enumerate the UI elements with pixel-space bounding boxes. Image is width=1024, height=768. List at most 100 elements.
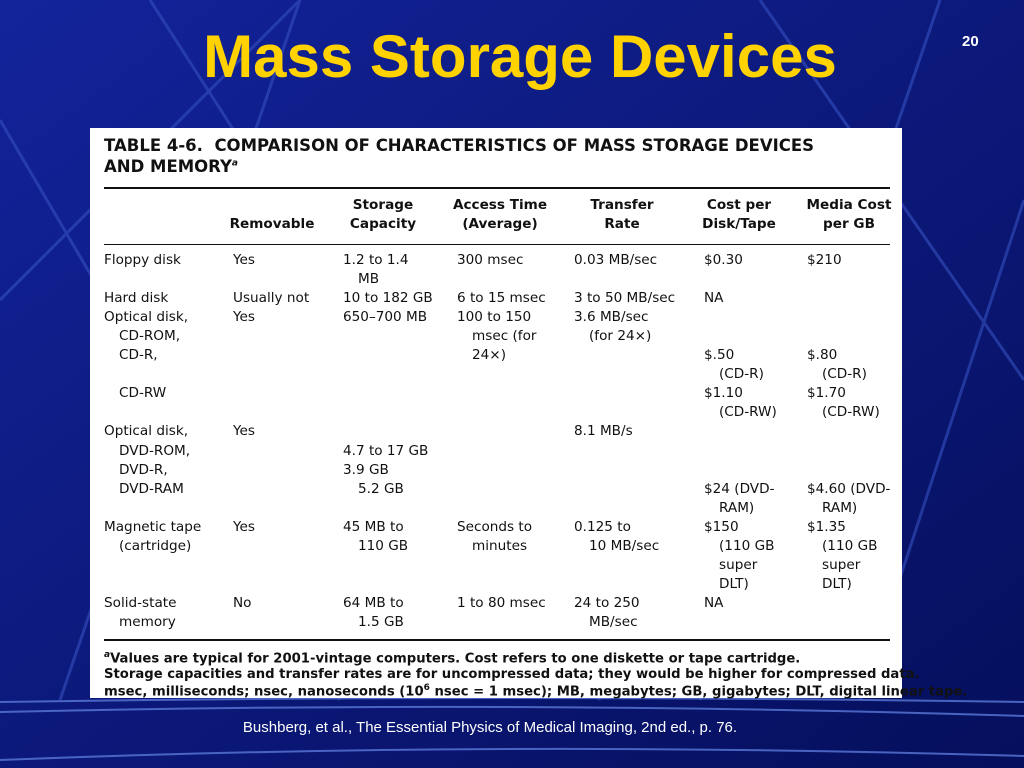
- table-cell: 3.9 GB: [343, 461, 389, 478]
- table-cell: 3 to 50 MB/sec: [574, 290, 676, 307]
- table-cell: Optical disk,: [104, 309, 189, 326]
- table-cell: $0.30: [704, 252, 743, 268]
- header-line: Transfer: [590, 197, 654, 213]
- table-cell: (110 GB: [822, 537, 878, 554]
- column-header: Transfer Rate: [562, 196, 682, 234]
- table-cell: minutes: [472, 537, 528, 554]
- superscript: 6: [423, 683, 430, 693]
- table-cell: $150: [704, 518, 739, 535]
- table-cell: Solid-state: [104, 594, 177, 611]
- table-cell: MB: [358, 271, 380, 288]
- caption-text: COMPARISON OF CHARACTERISTICS OF MASS ST…: [214, 136, 814, 155]
- table-cell: CD-RW: [119, 385, 167, 402]
- table-cell: 5.2 GB: [358, 480, 404, 497]
- table-cell: 45 MB to: [343, 518, 404, 535]
- caption-mark: a: [231, 158, 238, 169]
- table-cell: 24×): [472, 347, 506, 364]
- rule: [104, 187, 890, 189]
- table-cell: DVD-RAM: [119, 480, 184, 497]
- table-cell: $1.70: [807, 385, 846, 402]
- table-cell: (for 24×): [589, 328, 652, 345]
- table-cell: (CD-R): [719, 366, 764, 383]
- table-cell: 0.125 to: [574, 518, 631, 535]
- table-cell: DVD-ROM,: [119, 442, 191, 459]
- table-cell: Yes: [233, 518, 255, 535]
- table-cell: 3.6 MB/sec: [574, 309, 649, 326]
- table-cell: DVD-R,: [119, 461, 168, 478]
- header-line: Cost per: [706, 197, 772, 213]
- table-cell: (cartridge): [119, 537, 192, 554]
- column-header: Media Cost per GB: [789, 196, 909, 234]
- rule: [104, 639, 890, 641]
- column-header: Access Time (Average): [440, 196, 560, 234]
- footnote-text: Storage capacities and transfer rates ar…: [104, 666, 920, 682]
- table-cell: CD-R,: [119, 347, 158, 364]
- table-cell: super: [822, 556, 861, 573]
- column-header: Storage Capacity: [323, 196, 443, 234]
- table-cell: $210: [807, 252, 842, 268]
- slide-number: 20: [962, 33, 979, 50]
- table-cell: RAM): [719, 499, 755, 516]
- table-cell: (CD-RW): [719, 404, 777, 421]
- caption-text: AND MEMORY: [104, 157, 232, 176]
- header-line: Access Time: [452, 197, 548, 213]
- footnote: aValues are typical for 2001-vintage com…: [104, 650, 800, 666]
- footnote-text: msec, milliseconds; nsec, nanoseconds (1…: [104, 684, 424, 700]
- caption: TABLE 4-6. COMPARISON OF CHARACTERISTICS…: [104, 136, 814, 155]
- table-cell: DLT): [719, 575, 749, 592]
- table-cell: 300 msec: [457, 252, 524, 268]
- table-cell: $.50: [704, 347, 735, 364]
- header-line: Rate: [604, 216, 640, 232]
- table-cell: 1 to 80 msec: [457, 594, 546, 611]
- footnote-text: Values are typical for 2001-vintage comp…: [110, 651, 801, 667]
- footnote-text: nsec = 1 msec); MB, megabytes; GB, gigab…: [429, 684, 968, 700]
- table-cell: Yes: [233, 423, 255, 440]
- footnote: msec, milliseconds; nsec, nanoseconds (1…: [104, 683, 967, 699]
- table-cell: Hard disk: [104, 290, 169, 307]
- table-cell: msec (for: [472, 328, 537, 345]
- table-cell: Yes: [233, 309, 255, 326]
- table-cell: $24 (DVD-: [704, 480, 775, 497]
- header-line: Storage: [352, 197, 414, 213]
- table-cell: 110 GB: [358, 537, 409, 554]
- table-cell: Optical disk,: [104, 423, 189, 440]
- table-cell: memory: [119, 613, 176, 630]
- column-header: Cost per Disk/Tape: [679, 196, 799, 234]
- caption-label: TABLE 4-6.: [104, 136, 203, 155]
- table-cell: $1.35: [807, 518, 846, 535]
- superscript: a: [104, 650, 111, 660]
- column-header: Removable: [212, 215, 332, 234]
- header-line: per GB: [823, 216, 875, 232]
- table-cell: 10 MB/sec: [589, 537, 660, 554]
- table-cell: 650–700 MB: [343, 309, 428, 326]
- rule: [104, 244, 890, 245]
- table-cell: $.80: [807, 347, 838, 364]
- table-cell: NA: [704, 594, 724, 611]
- footnote: Storage capacities and transfer rates ar…: [104, 667, 920, 682]
- slide-title: Mass Storage Devices: [203, 23, 837, 90]
- table-cell: (CD-RW): [822, 404, 880, 421]
- table-cell: RAM): [822, 499, 858, 516]
- table-image: TABLE 4-6. COMPARISON OF CHARACTERISTICS…: [90, 128, 967, 699]
- table-cell: 100 to 150: [457, 309, 532, 326]
- table-cell: 64 MB to: [343, 594, 404, 611]
- header-line: Media Cost: [806, 197, 892, 213]
- table-cell: Magnetic tape: [104, 518, 202, 535]
- table-cell: Floppy disk: [104, 252, 181, 268]
- table-cell: 8.1 MB/s: [574, 423, 633, 440]
- table-cell: 1.5 GB: [358, 613, 404, 630]
- header-line: (Average): [462, 216, 538, 232]
- table-cell: $1.10: [704, 385, 743, 402]
- table-cell: 4.7 to 17 GB: [343, 442, 429, 459]
- table-cell: (110 GB: [719, 537, 775, 554]
- table-cell: 0.03 MB/sec: [574, 252, 658, 268]
- citation: Bushberg, et al., The Essential Physics …: [242, 719, 738, 736]
- table-cell: Seconds to: [457, 518, 533, 535]
- table-cell: MB/sec: [589, 613, 638, 630]
- header-line: Disk/Tape: [702, 216, 776, 232]
- table-cell: No: [233, 594, 252, 611]
- header-line: Capacity: [349, 216, 417, 232]
- table-cell: CD-ROM,: [119, 328, 181, 345]
- table-cell: $4.60 (DVD-: [807, 480, 891, 497]
